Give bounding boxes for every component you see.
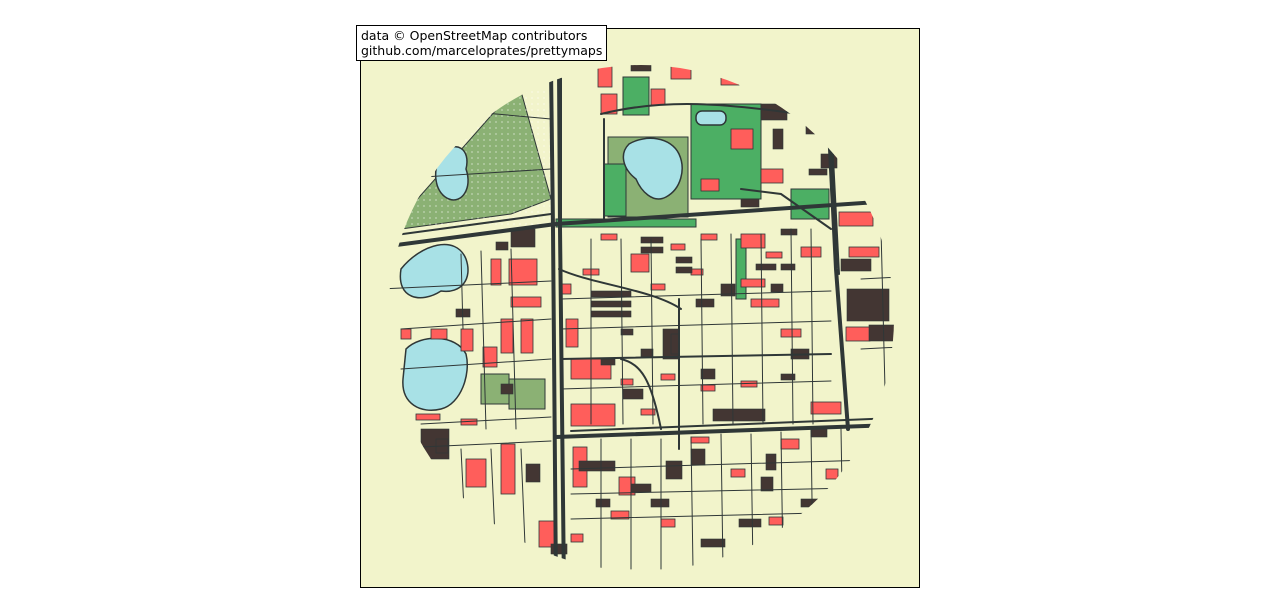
major-road-north-south	[549, 67, 558, 571]
major-road-east-west-south	[554, 422, 894, 439]
map-content	[388, 65, 894, 571]
green-strip-1	[603, 163, 627, 217]
major-road-east	[827, 127, 850, 431]
lake-upper	[434, 146, 469, 201]
green-north-1	[622, 76, 650, 116]
lake-campus	[622, 137, 683, 200]
water-layer	[399, 110, 727, 411]
map-frame	[360, 28, 920, 588]
attribution-osm: data © OpenStreetMap contributors	[361, 28, 588, 43]
lake-middle	[399, 243, 469, 299]
map-background	[361, 29, 919, 587]
attribution-github: github.com/marceloprates/prettymaps	[361, 43, 603, 58]
attribution-box: data © OpenStreetMap contributors github…	[356, 25, 608, 61]
dark-buildings	[420, 65, 894, 555]
pond-east	[695, 110, 727, 126]
map-canvas	[361, 29, 919, 587]
major-road-north-south-b	[557, 67, 566, 571]
